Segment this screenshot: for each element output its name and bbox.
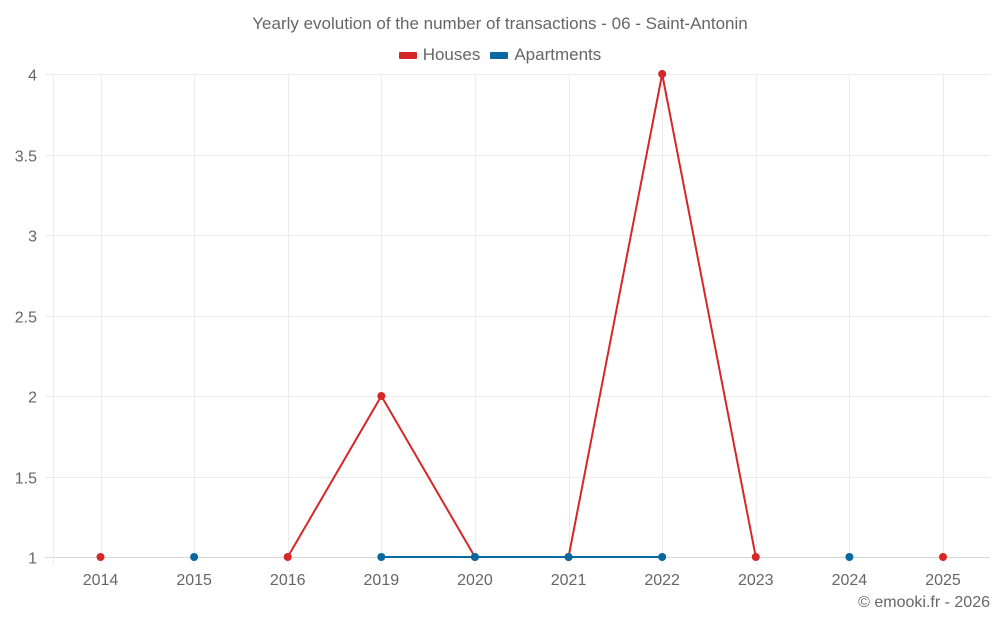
chart-title: Yearly evolution of the number of transa… [252, 14, 748, 33]
legend-label-apartments: Apartments [514, 45, 602, 64]
gridlines [45, 74, 990, 565]
y-tick-label: 4 [28, 68, 37, 85]
x-tick-label: 2015 [176, 572, 212, 589]
y-axis: 1 1.5 2 2.5 3 3.5 4 [15, 68, 37, 568]
legend: Houses Apartments [0, 45, 1000, 65]
y-tick-label: 3 [28, 229, 37, 246]
data-point[interactable] [377, 553, 386, 561]
series-line [286, 73, 757, 558]
x-tick-label: 2019 [364, 572, 400, 589]
legend-item-apartments[interactable]: Apartments [490, 45, 601, 65]
series-layer [96, 70, 947, 561]
series-houses [96, 70, 947, 561]
x-tick-label: 2025 [925, 572, 961, 589]
houses-swatch-icon [398, 51, 417, 59]
data-point[interactable] [845, 553, 854, 561]
x-tick-label: 2021 [551, 572, 587, 589]
y-tick-label: 3.5 [15, 149, 37, 166]
data-point[interactable] [751, 553, 760, 561]
x-tick-label: 2022 [644, 572, 680, 589]
data-point[interactable] [658, 70, 667, 78]
y-tick-label: 1.5 [15, 471, 37, 488]
data-point[interactable] [190, 553, 199, 561]
y-tick-label: 2.5 [15, 310, 37, 327]
x-tick-label: 2020 [457, 572, 493, 589]
x-tick-label: 2016 [270, 572, 306, 589]
data-point[interactable] [658, 553, 667, 561]
copyright-credit: © emooki.fr - 2026 [858, 594, 990, 611]
legend-label-houses: Houses [422, 45, 481, 64]
x-tick-label: 2024 [832, 572, 868, 589]
legend-item-houses[interactable]: Houses [398, 45, 481, 65]
data-point[interactable] [96, 553, 105, 561]
data-point[interactable] [939, 553, 947, 561]
x-tick-label: 2014 [83, 572, 119, 589]
x-tick-label: 2023 [738, 572, 774, 589]
data-point[interactable] [470, 553, 479, 561]
y-tick-label: 1 [28, 551, 37, 568]
data-point[interactable] [283, 553, 292, 561]
apartments-swatch-icon [490, 51, 509, 59]
x-axis: 2014 2015 2016 2019 2020 2021 2022 2023 2024 2025 [83, 572, 961, 589]
y-tick-label: 2 [28, 390, 37, 407]
data-point[interactable] [564, 553, 573, 561]
data-point[interactable] [377, 392, 386, 400]
series-apartments [190, 553, 854, 561]
